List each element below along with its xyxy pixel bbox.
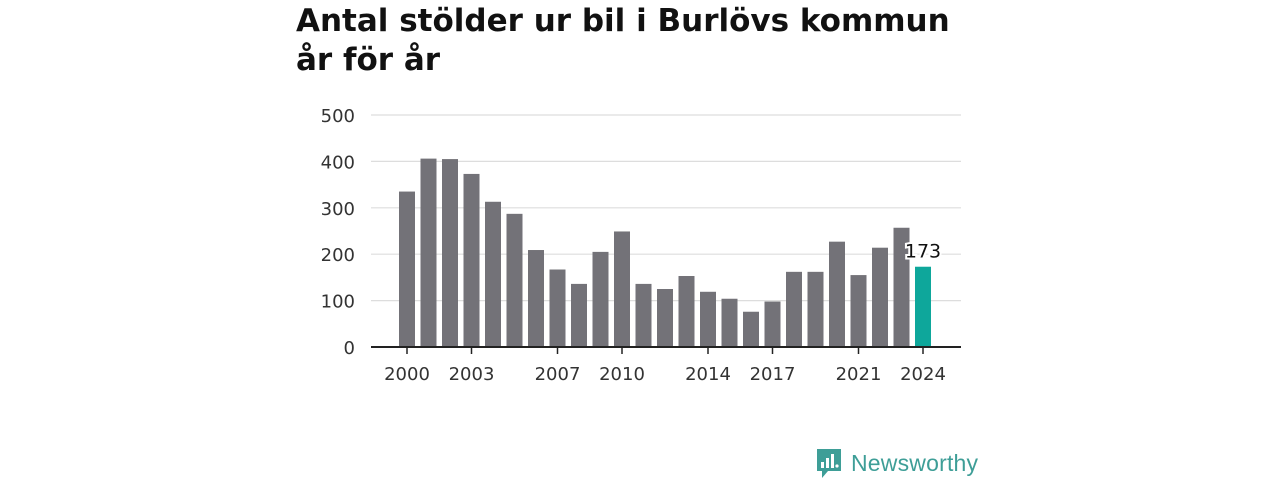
newsworthy-brand: Newsworthy xyxy=(815,446,978,480)
bar-2010 xyxy=(614,231,630,347)
bar-chart-logo-icon xyxy=(817,449,841,478)
bar-2023 xyxy=(893,227,910,347)
y-axis-ticks: 0 100 200 300 400 500 xyxy=(321,106,355,359)
x-tick-label: 2003 xyxy=(449,364,495,385)
bar-2001 xyxy=(420,158,437,347)
chart-title: Antal stölder ur bil i Burlövs kommun år… xyxy=(296,3,950,78)
bar-2016 xyxy=(743,311,759,347)
bar-2008 xyxy=(571,283,587,347)
x-tick-label: 2014 xyxy=(685,364,731,385)
bar-2014 xyxy=(700,291,716,347)
y-tick-label: 0 xyxy=(344,338,355,359)
bars xyxy=(371,158,961,348)
bar-2012 xyxy=(657,289,673,347)
y-tick-label: 100 xyxy=(321,292,355,313)
x-tick-label: 2000 xyxy=(384,364,430,385)
bar-2000 xyxy=(399,191,415,347)
bar-2021 xyxy=(850,275,867,347)
bar-2007 xyxy=(549,269,566,347)
x-tick-label: 2017 xyxy=(750,364,796,385)
bar-2004 xyxy=(485,201,501,347)
x-axis-ticks: 2000 2003 2007 2010 2014 2017 2021 2024 xyxy=(384,347,946,385)
y-tick-label: 300 xyxy=(321,199,355,220)
data-label-highlight: 173 xyxy=(905,241,941,263)
bar-2019 xyxy=(807,271,824,347)
bar-2006 xyxy=(528,250,544,347)
bar-2017 xyxy=(764,301,781,347)
bar-2005 xyxy=(506,213,523,347)
bar-2013 xyxy=(678,276,695,347)
y-tick-label: 400 xyxy=(321,152,355,173)
bar-2003 xyxy=(463,173,480,347)
x-tick-label: 2010 xyxy=(599,364,645,385)
bar-2011 xyxy=(635,283,652,347)
bar-2018 xyxy=(786,271,802,347)
y-tick-label: 500 xyxy=(321,106,355,127)
bar-2022 xyxy=(872,247,888,347)
x-tick-label: 2024 xyxy=(900,364,946,385)
bar-2024 xyxy=(915,266,931,347)
x-tick-label: 2021 xyxy=(836,364,882,385)
bar-2020 xyxy=(829,241,845,347)
x-tick-label: 2007 xyxy=(535,364,581,385)
bar-2015 xyxy=(721,298,738,347)
y-tick-label: 200 xyxy=(321,245,355,266)
bar-2002 xyxy=(442,159,458,347)
bar-2009 xyxy=(592,251,609,347)
data-labels: 173 xyxy=(903,239,943,265)
brand-name: Newsworthy xyxy=(851,449,979,476)
